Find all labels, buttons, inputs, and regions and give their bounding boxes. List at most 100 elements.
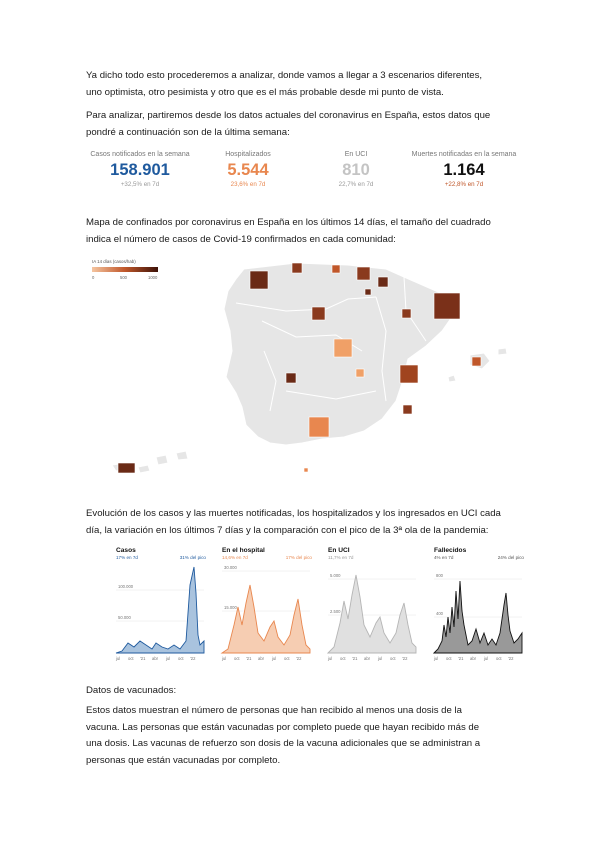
stat-deaths: Muertes notificadas en la semana 1.164 +… bbox=[410, 150, 518, 189]
legend-tick: 500 bbox=[120, 275, 128, 280]
square-navarra bbox=[377, 276, 389, 288]
square-valencia bbox=[399, 364, 419, 384]
chart-hospital: 30.000 15.000 jul oct '21 abr jul oct '2… bbox=[216, 545, 314, 665]
square-madrid bbox=[333, 338, 353, 358]
x-tick: oct bbox=[446, 656, 452, 661]
stat-delta: +32,5% en 7d bbox=[120, 181, 160, 188]
x-tick: abr bbox=[364, 656, 371, 661]
border-north bbox=[235, 296, 377, 312]
x-tick: oct bbox=[340, 656, 346, 661]
chart-title: Fallecidos bbox=[434, 547, 467, 554]
map-intro-paragraph: Mapa de confinados por coronavirus en Es… bbox=[86, 215, 518, 248]
y-tick: 5.000 bbox=[330, 573, 341, 578]
chart-left-note: 4% en 7d bbox=[434, 555, 454, 560]
square-asturias bbox=[291, 262, 303, 274]
y-tick: 50.000 bbox=[118, 615, 131, 620]
evolution-charts: 100.000 50.000 jul oct '21 abr jul oct '… bbox=[110, 545, 530, 665]
evolution-paragraph: Evolución de los casos y las muertes not… bbox=[86, 506, 518, 539]
y-tick: 15.000 bbox=[224, 605, 237, 610]
intro-line-2: uno optimista, otro pesimista y otro que… bbox=[86, 86, 444, 98]
y-tick: 2.500 bbox=[330, 609, 341, 614]
map-line-1: Mapa de confinados por coronavirus en Es… bbox=[86, 217, 491, 228]
stat-delta: 23,6% en 7d bbox=[230, 181, 266, 188]
evolution-line-1: Evolución de los casos y las muertes not… bbox=[86, 508, 501, 519]
stat-label: Muertes notificadas en la semana bbox=[411, 151, 517, 158]
chart-title: Casos bbox=[116, 547, 136, 554]
chart-cases-plot: 100.000 50.000 jul oct '21 abr jul oct '… bbox=[115, 566, 205, 661]
chart-hospital-plot: 30.000 15.000 jul oct '21 abr jul oct '2… bbox=[220, 565, 311, 661]
square-aragon bbox=[401, 308, 412, 319]
stat-icu: En UCI 810 22,7% en 7d bbox=[302, 150, 410, 189]
stat-hospitalized: Hospitalizados 5.544 23,6% en 7d bbox=[194, 150, 302, 189]
chart-deaths-plot: 800 400 jul oct '21 abr jul oct '22 bbox=[432, 573, 523, 661]
cases-area bbox=[115, 566, 205, 654]
stat-delta: 22,7% en 7d bbox=[338, 181, 374, 188]
stat-cases: Casos notificados en la semana 158.901 +… bbox=[86, 150, 194, 189]
border-east bbox=[375, 296, 387, 402]
vaccinated-line-3: una dosis. Las vacunas de refuerzo son d… bbox=[86, 738, 481, 749]
x-ticks: jul oct '21 abr jul oct '22 bbox=[221, 656, 302, 661]
deaths-area bbox=[432, 580, 523, 654]
x-tick: jul bbox=[327, 656, 332, 661]
chart-deaths: 800 400 jul oct '21 abr jul oct '22 Fall… bbox=[428, 545, 526, 665]
data-line-1: Para analizar, partiremos desde los dato… bbox=[86, 110, 491, 121]
spain-cases-map bbox=[111, 262, 508, 474]
x-tick: abr bbox=[152, 656, 159, 661]
x-tick: '22 bbox=[190, 656, 196, 661]
chart-title: En el hospital bbox=[222, 547, 265, 554]
x-tick: jul bbox=[115, 656, 120, 661]
stat-delta: +22,8% en 7d bbox=[444, 181, 484, 188]
x-tick: jul bbox=[221, 656, 226, 661]
x-ticks: jul oct '21 abr jul oct '22 bbox=[115, 656, 196, 661]
hospital-area bbox=[220, 584, 311, 654]
map-legend: IA 14 días (casos/hab) 0 500 1000 bbox=[92, 259, 158, 280]
square-andalucia bbox=[308, 416, 330, 438]
square-cantabria bbox=[331, 264, 341, 274]
stat-label: Hospitalizados bbox=[225, 151, 271, 158]
border-south bbox=[285, 390, 377, 400]
stat-value: 810 bbox=[342, 161, 370, 179]
x-tick: abr bbox=[470, 656, 477, 661]
intro-line-1: Ya dicho todo esto procederemos a analiz… bbox=[86, 70, 483, 81]
square-galicia bbox=[249, 270, 269, 290]
data-intro-paragraph: Para analizar, partiremos desde los dato… bbox=[86, 108, 518, 141]
x-ticks: jul oct '21 abr jul oct '22 bbox=[433, 656, 514, 661]
vaccinated-line-4: personas que están vacunadas por complet… bbox=[86, 754, 281, 766]
chart-icu-plot: 5.000 2.500 jul oct '21 abr jul oct '22 bbox=[326, 573, 417, 661]
data-line-2: pondré a continuación son de la última s… bbox=[86, 126, 290, 138]
x-tick: jul bbox=[271, 656, 276, 661]
square-la-rioja bbox=[364, 288, 372, 296]
chart-right-note: 24% del pico bbox=[497, 555, 524, 560]
legend-tick: 0 bbox=[92, 275, 95, 280]
x-tick: '22 bbox=[296, 656, 302, 661]
chart-right-note: 17% del pico bbox=[285, 555, 312, 560]
x-ticks: jul oct '21 abr jul oct '22 bbox=[327, 656, 408, 661]
intro-paragraph: Ya dicho todo esto procederemos a analiz… bbox=[86, 68, 518, 101]
chart-left-note: 14,6% en 7d bbox=[222, 555, 248, 560]
x-tick: jul bbox=[483, 656, 488, 661]
x-tick: oct bbox=[496, 656, 502, 661]
x-tick: jul bbox=[165, 656, 170, 661]
vaccinated-paragraph: Estos datos muestran el número de person… bbox=[86, 703, 518, 769]
square-pais-vasco bbox=[356, 266, 371, 281]
vaccinated-line-2: vacuna. Las personas que están vacunadas… bbox=[86, 721, 480, 733]
x-tick: oct bbox=[128, 656, 134, 661]
square-castilla-la-mancha bbox=[355, 368, 365, 378]
stat-label: En UCI bbox=[344, 151, 368, 158]
square-murcia bbox=[402, 404, 413, 415]
chart-icu: 5.000 2.500 jul oct '21 abr jul oct '22 … bbox=[322, 545, 420, 665]
x-tick: '21 bbox=[458, 656, 464, 661]
chart-left-note: 11,7% en 7d bbox=[328, 555, 354, 560]
x-tick: oct bbox=[390, 656, 396, 661]
stat-value: 5.544 bbox=[227, 161, 269, 179]
x-tick: abr bbox=[258, 656, 265, 661]
x-tick: oct bbox=[178, 656, 184, 661]
square-castilla-leon bbox=[311, 306, 326, 321]
stat-value: 1.164 bbox=[443, 161, 485, 179]
y-tick: 800 bbox=[436, 573, 444, 578]
x-tick: jul bbox=[377, 656, 382, 661]
square-melilla bbox=[303, 467, 309, 473]
x-tick: '21 bbox=[140, 656, 146, 661]
square-extremadura bbox=[285, 372, 297, 384]
y-tick: 100.000 bbox=[118, 584, 134, 589]
